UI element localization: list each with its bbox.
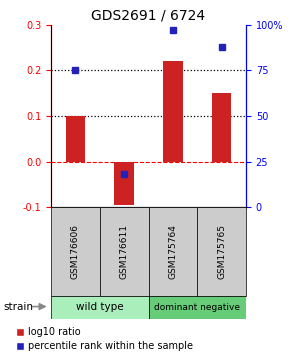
Bar [51, 207, 100, 296]
Text: GSM176606: GSM176606 [71, 224, 80, 279]
Title: GDS2691 / 6724: GDS2691 / 6724 [92, 8, 206, 22]
Bar [163, 61, 183, 161]
Bar [100, 207, 148, 296]
Bar [148, 296, 246, 319]
Bar [197, 207, 246, 296]
Text: GSM175765: GSM175765 [217, 224, 226, 279]
Bar [212, 93, 231, 161]
Text: GSM176611: GSM176611 [120, 224, 129, 279]
Legend: log10 ratio, percentile rank within the sample: log10 ratio, percentile rank within the … [14, 325, 195, 353]
Bar [114, 161, 134, 205]
Text: wild type: wild type [76, 302, 124, 312]
Text: GSM175764: GSM175764 [168, 224, 177, 279]
Bar [66, 116, 85, 161]
Text: strain: strain [3, 302, 33, 312]
Bar [51, 296, 148, 319]
Bar [148, 207, 197, 296]
Text: dominant negative: dominant negative [154, 303, 240, 312]
